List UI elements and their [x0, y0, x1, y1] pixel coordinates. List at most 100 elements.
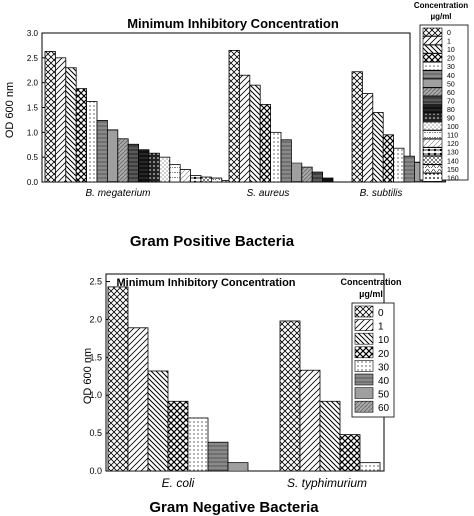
chart-2-legend-label: 10 [378, 335, 390, 346]
chart-2-legend-title: Concentration [340, 277, 401, 287]
chart-2-y-tick-label: 2.0 [89, 314, 102, 324]
chart-2-legend: Concentration µg/ml 0 1 10 20 30 40 50 60 [340, 277, 402, 418]
chart-1-legend-label: 100 [447, 124, 459, 131]
chart-1-bars [44, 49, 447, 183]
chart-1-bar [96, 120, 108, 183]
chart-2-legend-label: 1 [378, 322, 384, 333]
chart-2-title: Minimum Inhibitory Concentration [116, 277, 295, 289]
chart-1-legend-swatch [422, 173, 443, 182]
chart-1-legend-swatch [422, 53, 443, 62]
chart-1-legend-label: 150 [447, 167, 459, 174]
chart-1-legend-swatch [422, 87, 443, 97]
chart-2-x-axis-label: Gram Negative Bacteria [149, 499, 319, 516]
chart-2-y-tick-label: 1.0 [89, 390, 102, 400]
chart-1-category-labels: B. megaterium S. aureus B. subtilis [85, 188, 402, 199]
chart-1-legend-label: 60 [447, 90, 455, 97]
chart-1-y-ticks: 0.0 0.5 1.0 1.5 2.0 2.5 3.0 [27, 29, 46, 187]
chart-1-legend-label: 120 [447, 141, 459, 148]
chart-1-legend-swatch [422, 27, 443, 37]
chart-1-bar [169, 164, 181, 183]
chart-1-bar [117, 138, 129, 183]
chart-2-y-axis-label: OD 600 nm [82, 348, 94, 404]
chart-2-legend-swatch [354, 346, 374, 359]
chart-1-legend-label: 10 [447, 47, 455, 54]
chart-1-bar [86, 101, 98, 183]
chart-1-bar [270, 131, 282, 183]
chart-1-bar [393, 147, 405, 183]
chart-1-y-tick-label: 2.0 [27, 79, 39, 88]
chart-1-y-axis-label: OD 600 nm [4, 82, 16, 138]
chart-1-bar [200, 176, 212, 183]
chart-2-legend-label: 40 [378, 376, 390, 387]
chart-2-y-tick-label: 1.5 [89, 352, 102, 362]
chart-2-bar [339, 434, 361, 472]
chart-1-bar [351, 71, 363, 183]
chart-1-bar [44, 50, 56, 183]
chart-1-legend-swatch [422, 70, 443, 80]
chart-2-bar [207, 441, 229, 472]
chart-1-bar [301, 166, 313, 183]
chart-1-legend-title: Concentration [414, 1, 468, 10]
chart-2-category-label: E. coli [162, 476, 195, 490]
chart-1-bar [75, 88, 87, 183]
chart-2-bar [187, 417, 209, 472]
chart-1-legend-label: 70 [447, 98, 455, 105]
chart-1-legend: Concentration µg/ml 01102030405060708090… [414, 1, 469, 182]
chart-1-bar [238, 74, 251, 183]
chart-2-legend-swatch [354, 319, 374, 331]
chart-1-legend-unit: µg/ml [430, 12, 451, 21]
chart-2-legend-unit: µg/ml [359, 289, 383, 299]
chart-2-legend-swatch [354, 360, 374, 372]
chart-1-bar [382, 134, 395, 183]
chart-2-legend-label: 30 [378, 362, 390, 373]
chart-2-legend-swatch [354, 332, 374, 345]
chart-1-bar [290, 162, 303, 183]
chart-1-bar [65, 67, 77, 183]
chart-1-category-label: B. megaterium [85, 188, 150, 199]
chart-1-category-label: S. aureus [247, 188, 290, 199]
chart-2-bars [107, 286, 381, 472]
chart-2-legend-label: 50 [378, 390, 390, 401]
chart-1-legend-label: 50 [447, 81, 455, 88]
chart-2-y-tick-label: 2.5 [89, 277, 102, 287]
chart-1-legend-label: 0 [447, 30, 451, 37]
chart-1-legend-swatch [422, 155, 443, 165]
chart-1-legend-label: 20 [447, 56, 455, 63]
chart-1-legend-swatch [422, 96, 443, 105]
chart-1-bar [179, 169, 191, 183]
chart-1-legend-swatch [422, 121, 443, 131]
chart-1-bar [210, 177, 223, 183]
chart-2-category-labels: E. coli S. typhimurium [162, 476, 367, 490]
chart-1-legend-swatch [422, 130, 443, 139]
chart-2-bar [107, 286, 129, 472]
chart-2-legend-swatch [354, 387, 374, 399]
chart-1-legend-label: 130 [447, 150, 459, 157]
chart-1-bar [107, 129, 119, 183]
chart-1-y-tick-label: 0.0 [27, 178, 39, 187]
chart-1-legend-label: 90 [447, 116, 455, 123]
chart-1-y-tick-label: 0.5 [27, 153, 39, 162]
chart-1-category-label: B. subtilis [360, 188, 403, 199]
chart-2-bar [319, 400, 341, 472]
chart-1-bar [158, 156, 171, 183]
chart-1-legend-swatch [422, 61, 443, 71]
chart-1-x-axis-label: Gram Positive Bacteria [130, 233, 295, 250]
chart-2-bar [127, 327, 149, 472]
chart-1-bar [249, 84, 261, 183]
chart-1-legend-swatch [422, 36, 443, 45]
chart-1-legend-swatch [422, 147, 443, 156]
chart-1-y-tick-label: 1.5 [27, 104, 39, 113]
chart-2-legend-label: 0 [378, 308, 384, 319]
chart-1-bar [127, 143, 139, 183]
chart-1-bar [403, 155, 415, 183]
chart-1-legend-label: 1 [447, 39, 451, 46]
chart-2-bar [167, 400, 189, 472]
chart-1: Minimum Inhibitory Concentration OD 600 … [4, 1, 469, 250]
chart-2: Minimum Inhibitory Concentration OD 600 … [82, 273, 402, 516]
chart-1-legend-label: 110 [447, 133, 458, 140]
chart-1-bar [228, 49, 240, 183]
chart-1-legend-label: 80 [447, 107, 455, 114]
chart-1-bar [190, 175, 202, 183]
chart-1-legend-swatch [422, 164, 443, 174]
chart-2-legend-label: 20 [378, 349, 390, 360]
